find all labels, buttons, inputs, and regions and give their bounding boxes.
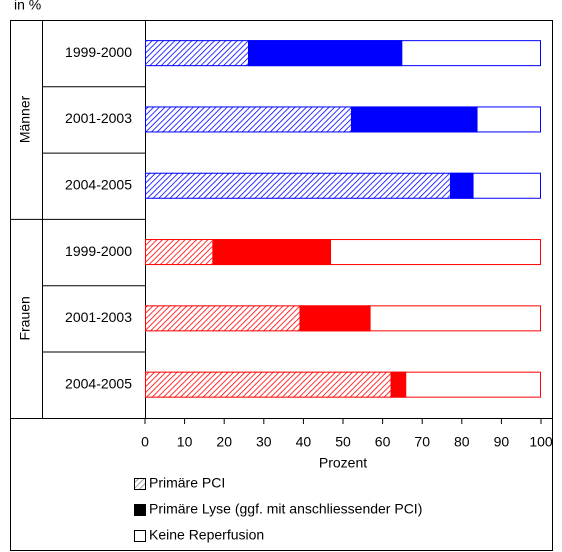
x-tick-label: 40 (296, 434, 312, 450)
y-tick-label: 1999-2000 (65, 44, 132, 60)
bar-segment (390, 371, 407, 398)
bar-segment (145, 40, 248, 67)
x-tick-label: 70 (414, 434, 430, 450)
x-tick-label: 100 (529, 434, 553, 450)
legend-label: Keine Reperfusion (149, 527, 264, 543)
y-tick-label: 2001-2003 (65, 309, 132, 325)
y-tick-label: 2004-2005 (65, 176, 132, 192)
x-tick-label: 30 (256, 434, 272, 450)
x-tick-label: 60 (375, 434, 391, 450)
group-label: Männer (17, 95, 33, 143)
x-tick-label: 10 (177, 434, 193, 450)
legend-label: Primäre Lyse (ggf. mit anschliessender P… (149, 501, 422, 517)
bar-segment (145, 239, 213, 266)
legend-swatch (134, 530, 146, 542)
x-tick-label: 80 (454, 434, 470, 450)
bar-segment (247, 40, 403, 67)
bar-segment (145, 371, 391, 398)
bar-segment (402, 40, 541, 67)
bar-segment (370, 305, 541, 332)
y-tick-label: 2001-2003 (65, 110, 132, 126)
y-tick-label: 1999-2000 (65, 243, 132, 259)
bar-segment (145, 172, 450, 199)
bar-segment (212, 239, 332, 266)
x-tick-label: 0 (141, 434, 149, 450)
bar-segment (449, 172, 474, 199)
bar-segment (145, 106, 351, 133)
x-tick-label: 20 (216, 434, 232, 450)
x-tick-label: 90 (494, 434, 510, 450)
bar-outline (145, 172, 541, 199)
bar-segment (350, 106, 478, 133)
bar-outline (145, 371, 541, 398)
bar-segment (299, 305, 371, 332)
frame (10, 20, 553, 551)
y-tick-label: 2004-2005 (65, 375, 132, 391)
legend-label: Primäre PCI (149, 475, 225, 491)
bar-outline (145, 305, 541, 332)
bar-segment (331, 239, 541, 266)
x-tick-label: 50 (335, 434, 351, 450)
group-label: Frauen (17, 296, 33, 340)
unit-label: in % (14, 0, 41, 13)
bar-outline (145, 40, 541, 67)
bar-outline (145, 106, 541, 133)
bar-segment (406, 371, 541, 398)
bar-segment (477, 106, 541, 133)
legend-swatch (134, 504, 146, 516)
bar-outline (145, 239, 541, 266)
bar-segment (145, 305, 300, 332)
bar-segment (473, 172, 541, 199)
x-axis-label: Prozent (319, 455, 367, 471)
legend-swatch (134, 478, 146, 490)
